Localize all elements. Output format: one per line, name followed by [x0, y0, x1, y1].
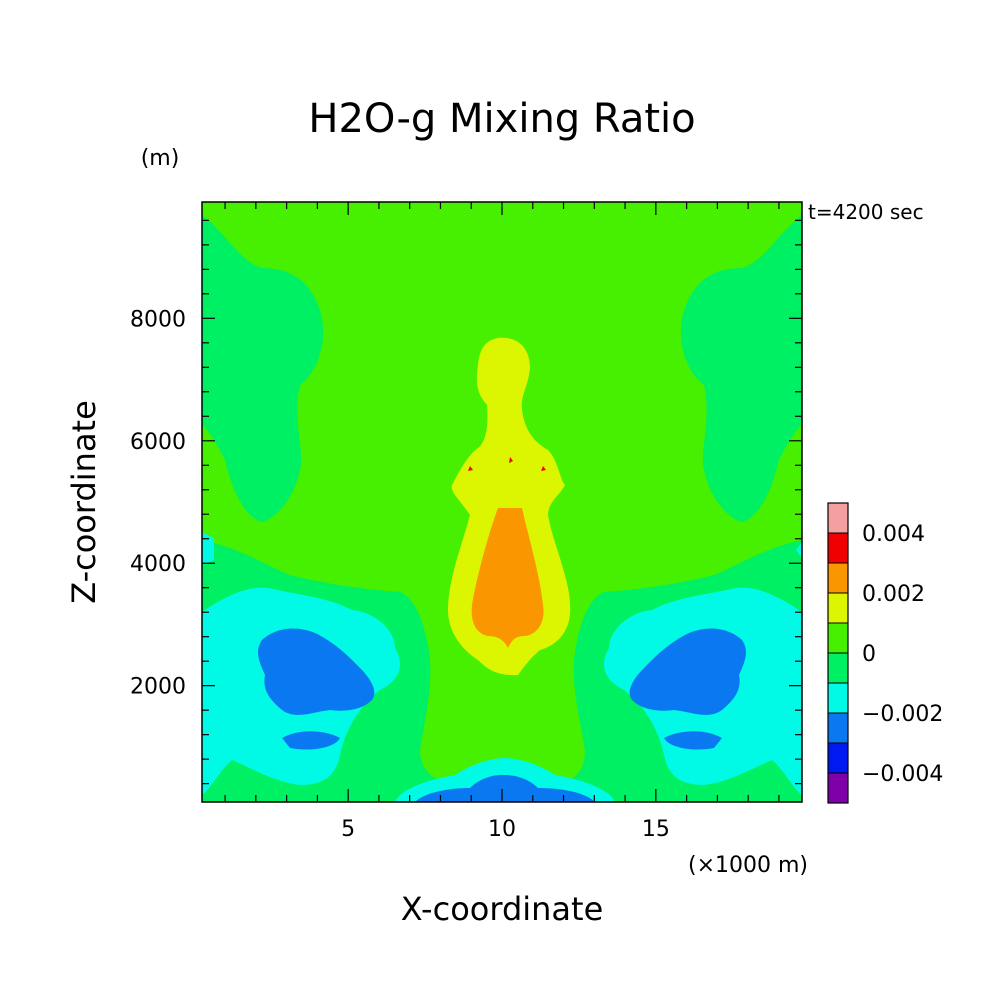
colorbar [827, 502, 849, 804]
colorbar-tick-label: −0.002 [862, 702, 943, 727]
y-unit-label: (m) [141, 146, 180, 171]
y-axis-label: Z-coordinate [65, 400, 103, 604]
contour-fleck-red-3 [468, 466, 473, 471]
contour-region-blue-bottom [415, 774, 595, 802]
y-tick-label: 6000 [130, 430, 186, 455]
contour-region-blue-patch-right [664, 731, 722, 750]
x-tick-label: 15 [642, 817, 670, 842]
colorbar-tick-label: 0.002 [862, 582, 925, 607]
time-label: t=4200 sec [808, 200, 924, 224]
contour-region-cyan-edge-right [796, 542, 802, 558]
colorbar-swatch [828, 773, 848, 803]
colorbar-tick-label: 0 [862, 642, 876, 667]
colorbar-swatch [828, 713, 848, 743]
colorbar-swatch [828, 743, 848, 773]
x-tick-label: 5 [341, 817, 355, 842]
colorbar-swatch [828, 653, 848, 683]
plot-area [202, 202, 802, 802]
colorbar-swatch [828, 593, 848, 623]
contour-region-cyan-edge-left [202, 532, 214, 565]
colorbar-swatch [828, 563, 848, 593]
contour-region-blue-right [629, 628, 746, 715]
colorbar-tick-label: 0.004 [862, 522, 925, 547]
y-tick-label: 4000 [130, 552, 186, 577]
contour-region-upper-right [680, 215, 802, 522]
x-tick-label: 10 [488, 817, 516, 842]
contour-region-blue-patch-left [282, 731, 340, 750]
contour-fleck-red-1 [509, 457, 513, 463]
colorbar-tick-label: −0.004 [862, 762, 943, 787]
x-unit-label: (×1000 m) [688, 853, 808, 878]
y-axis-ticks [202, 219, 802, 785]
colorbar-tick-labels: −0.004 −0.002 0 0.002 0.004 [862, 522, 943, 787]
x-axis-label: X-coordinate [401, 890, 604, 928]
chart-title: H2O-g Mixing Ratio [308, 96, 695, 142]
colorbar-swatch [828, 503, 848, 533]
x-axis-tick-labels: 5 10 15 [341, 817, 670, 842]
y-axis-tick-labels: 2000 4000 6000 8000 [130, 307, 186, 699]
colorbar-swatch [828, 533, 848, 563]
y-tick-label: 2000 [130, 675, 186, 700]
contour-fleck-red-2 [541, 466, 546, 471]
contour-region-plume-core [471, 508, 544, 648]
contour-region-upper-left [202, 215, 324, 522]
x-axis-ticks [224, 202, 780, 802]
y-tick-label: 8000 [130, 307, 186, 332]
colorbar-swatch [828, 623, 848, 653]
colorbar-swatch [828, 683, 848, 713]
contour-region-lower-band [202, 540, 802, 802]
contour-region-blue-left [258, 628, 375, 715]
